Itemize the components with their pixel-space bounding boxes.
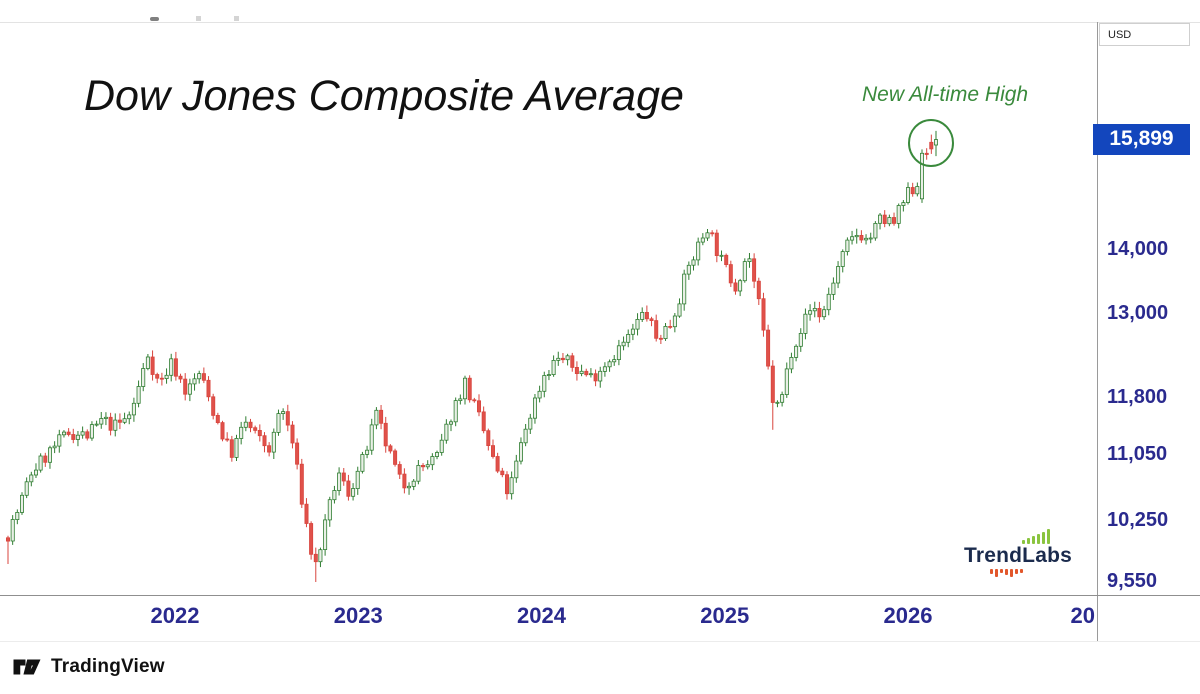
price-tick-label: 9,550 <box>1107 570 1158 592</box>
watermark-bar <box>1027 538 1030 544</box>
price-axis-line[interactable] <box>1097 22 1098 641</box>
tradingview-logo-icon <box>13 659 41 675</box>
watermark-bar <box>1020 569 1023 573</box>
time-axis[interactable]: 2022 2023 2024 2025 2026 20 <box>0 596 1097 640</box>
price-tick-label: 10,250 <box>1107 508 1169 531</box>
time-axis-line[interactable] <box>0 595 1200 596</box>
all-time-high-circle-annotation <box>908 119 954 167</box>
cropped-toolbar-artifact <box>196 16 201 21</box>
price-tick-label: 14,000 <box>1107 238 1169 260</box>
year-tick-label: 2025 <box>700 603 750 628</box>
year-tick-label: 2026 <box>883 603 933 628</box>
chart-title: Dow Jones Composite Average <box>84 72 684 120</box>
currency-label: USD <box>1108 28 1132 41</box>
chart-panel-top-border <box>0 22 1200 23</box>
tradingview-branding[interactable]: TradingView <box>12 653 165 681</box>
watermark-bar <box>990 569 993 574</box>
chart-panel-bottom-border <box>0 641 1200 642</box>
trendlabs-wordmark: TrendLabs <box>964 544 1072 567</box>
watermark-bar <box>1047 529 1050 544</box>
trendlabs-watermark: TrendLabs <box>962 529 1072 581</box>
price-tick-label: 11,050 <box>1107 443 1168 466</box>
candle-series <box>6 130 939 582</box>
watermark-bar <box>1032 536 1035 544</box>
price-tick-label: 11,800 <box>1107 386 1168 409</box>
year-tick-label: 2022 <box>150 603 200 628</box>
price-tick-label: 13,000 <box>1107 302 1169 325</box>
currency-selector[interactable]: USD <box>1099 23 1190 46</box>
watermark-bar <box>1010 569 1013 577</box>
cropped-toolbar-artifact <box>150 17 159 21</box>
cropped-toolbar-artifact <box>234 16 239 21</box>
all-time-high-label: New All-time High <box>862 83 1029 106</box>
watermark-bar <box>1022 540 1025 544</box>
tradingview-wordmark: TradingView <box>51 656 165 677</box>
year-tick-label: 2023 <box>333 603 383 628</box>
year-tick-label: 20 <box>1070 603 1095 628</box>
year-tick-label: 2024 <box>517 603 566 628</box>
last-price-badge: 15,899 <box>1093 123 1190 155</box>
watermark-bar <box>1015 569 1018 574</box>
watermark-bar <box>1042 532 1045 544</box>
trendlabs-green-bars-icon <box>1022 529 1050 544</box>
watermark-bar <box>995 569 998 577</box>
watermark-bar <box>1005 569 1008 575</box>
watermark-bar <box>1037 534 1040 544</box>
trendlabs-orange-bars-icon <box>990 569 1023 578</box>
watermark-bar <box>1000 569 1003 573</box>
